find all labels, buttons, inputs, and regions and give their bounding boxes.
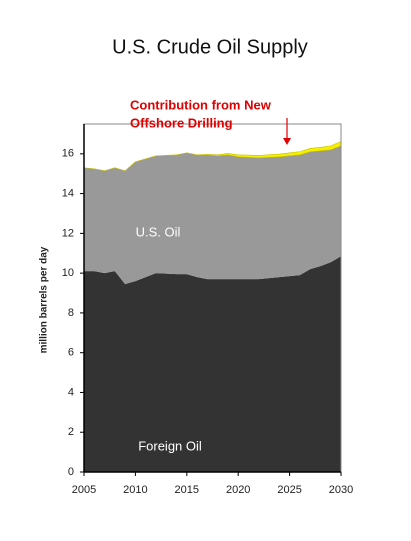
x-tick-label: 2025 [277, 484, 301, 496]
y-tick-label: 2 [68, 426, 74, 438]
chart-title: U.S. Crude Oil Supply [112, 36, 308, 58]
y-tick-label: 16 [62, 148, 74, 160]
y-tick-label: 0 [68, 466, 74, 478]
y-tick-label: 8 [68, 307, 74, 319]
y-tick-label: 12 [62, 227, 74, 239]
y-tick-label: 14 [62, 188, 74, 200]
y-tick-label: 10 [62, 267, 74, 279]
x-tick-label: 2030 [329, 484, 353, 496]
y-axis-label: million barrels per day [39, 246, 50, 353]
annotation-arrowhead [283, 138, 291, 145]
series-label: Foreign Oil [138, 438, 202, 453]
x-tick-label: 2005 [72, 484, 96, 496]
area [84, 145, 341, 285]
x-tick-label: 2015 [175, 484, 199, 496]
x-tick-label: 2010 [123, 484, 147, 496]
y-tick-label: 6 [68, 347, 74, 359]
annotation: Contribution from New [130, 97, 272, 112]
area [84, 256, 341, 472]
x-tick-label: 2020 [226, 484, 250, 496]
annotation: Offshore Drilling [130, 115, 233, 130]
series-label: U.S. Oil [136, 224, 181, 239]
y-tick-label: 4 [68, 386, 74, 398]
